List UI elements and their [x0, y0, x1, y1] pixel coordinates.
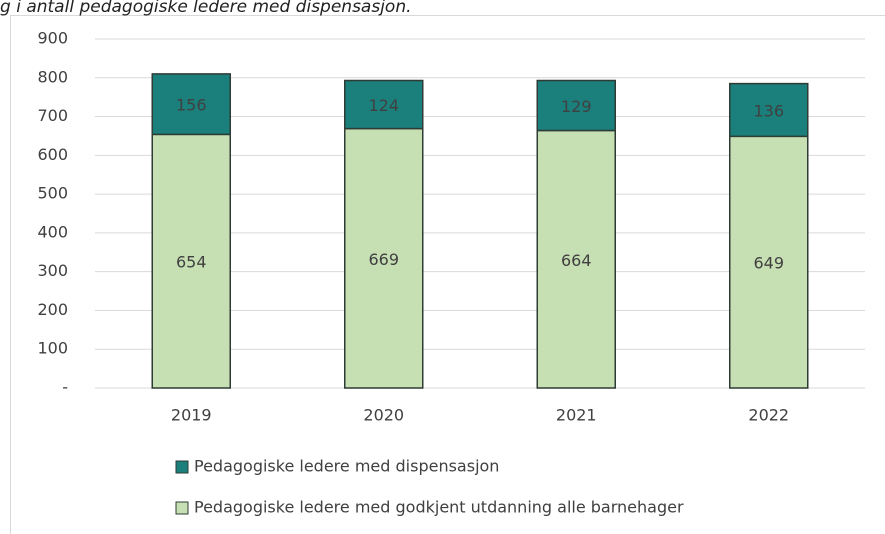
y-tick-label: -: [62, 378, 68, 397]
data-label: 156: [176, 96, 207, 115]
y-tick-label: 800: [37, 67, 68, 86]
bar-segment: [536, 129, 616, 389]
bar-segment: [151, 133, 231, 389]
data-label: 654: [176, 253, 207, 272]
y-tick-label: 400: [37, 222, 68, 241]
legend-label: Pedagogiske ledere med godkjent utdannin…: [194, 498, 684, 517]
legend-swatch: [175, 460, 189, 474]
y-tick-label: 100: [37, 339, 68, 358]
bar-segment: [729, 135, 809, 389]
x-tick-label: 2019: [171, 406, 212, 425]
chart-title: g i antall pedagogiske ledere med dispen…: [0, 0, 412, 17]
y-tick-label: 500: [37, 184, 68, 203]
bar-segment: [344, 127, 424, 389]
x-tick-label: 2022: [748, 406, 789, 425]
y-tick-label: 700: [37, 106, 68, 125]
data-label: 664: [561, 251, 592, 270]
bar-segment: [729, 82, 809, 138]
bar-segment: [151, 73, 231, 136]
legend-label: Pedagogiske ledere med dispensasjon: [194, 457, 499, 476]
data-label: 669: [368, 250, 399, 269]
chart-frame: [10, 15, 885, 534]
y-tick-label: 300: [37, 261, 68, 280]
y-tick-label: 200: [37, 300, 68, 319]
data-label: 124: [368, 96, 399, 115]
x-tick-label: 2020: [363, 406, 404, 425]
x-tick-label: 2021: [556, 406, 597, 425]
data-label: 649: [753, 254, 784, 273]
bar-segment: [536, 79, 616, 132]
data-label: 129: [561, 97, 592, 116]
bar-segment: [344, 79, 424, 130]
data-label: 136: [753, 101, 784, 120]
y-tick-label: 900: [37, 29, 68, 48]
y-tick-label: 600: [37, 145, 68, 164]
legend-swatch: [175, 501, 189, 515]
